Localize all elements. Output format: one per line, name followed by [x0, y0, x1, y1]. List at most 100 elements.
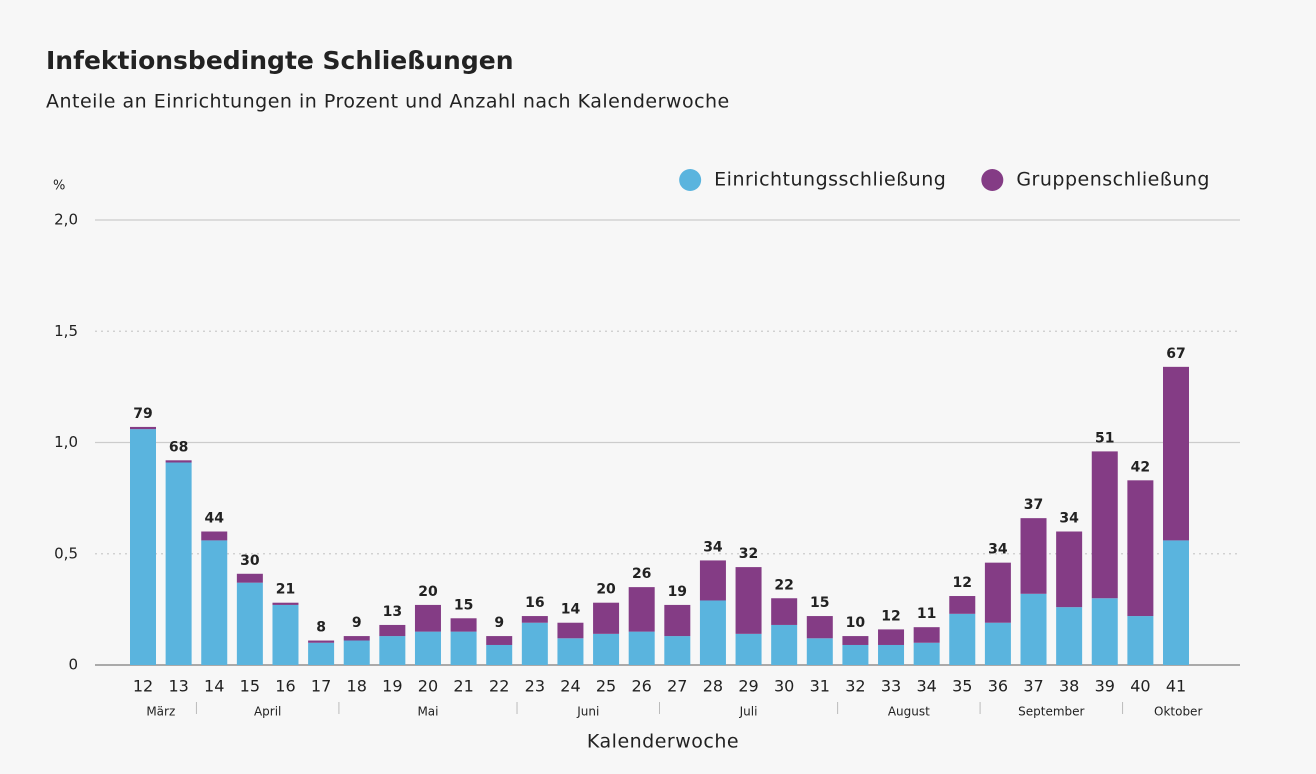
- count-label: 10: [846, 615, 866, 631]
- month-label: März: [146, 705, 175, 719]
- count-label: 9: [352, 615, 362, 631]
- count-label: 51: [1095, 430, 1114, 446]
- bar-segment: [486, 636, 513, 645]
- x-tick-label: 28: [703, 677, 723, 696]
- bar-segment: [272, 604, 299, 665]
- bar-segment: [771, 624, 798, 665]
- x-tick-label: 26: [632, 677, 652, 696]
- bar-segment: [735, 567, 762, 634]
- x-tick-label: 15: [240, 677, 260, 696]
- x-tick-label: 37: [1023, 677, 1043, 696]
- count-label: 42: [1131, 459, 1150, 475]
- bar-segment: [1163, 366, 1189, 541]
- bar-segment: [343, 636, 370, 641]
- count-label: 34: [1059, 511, 1079, 527]
- bar-segment: [699, 560, 726, 601]
- bar-segment: [984, 622, 1011, 665]
- count-label: 26: [632, 566, 651, 582]
- bar-segment: [557, 638, 584, 665]
- bar-segment: [878, 629, 905, 645]
- x-tick-label: 21: [453, 677, 473, 696]
- y-tick-label: 2,0: [54, 211, 78, 229]
- month-label: Oktober: [1154, 705, 1202, 719]
- count-label: 30: [240, 553, 260, 569]
- count-label: 68: [169, 439, 188, 455]
- chart-title: Infektionsbedingte Schließungen: [46, 46, 514, 75]
- bar-segment: [1127, 616, 1154, 665]
- bar-segment: [735, 633, 762, 665]
- bar-segment: [664, 636, 691, 665]
- bar-segment: [628, 587, 655, 632]
- count-label: 16: [525, 595, 544, 611]
- month-label: Juni: [576, 705, 599, 719]
- bar-segment: [450, 631, 477, 665]
- count-label: 9: [494, 615, 504, 631]
- count-label: 34: [703, 539, 723, 555]
- bar-segment: [272, 602, 299, 605]
- legend-marker: [679, 169, 702, 191]
- count-label: 20: [418, 584, 438, 600]
- bar-segment: [1091, 451, 1118, 599]
- x-tick-label: 14: [204, 677, 224, 696]
- bar-segment: [308, 640, 335, 643]
- bar-segment: [165, 462, 192, 665]
- count-label: 12: [881, 608, 900, 624]
- bar-segment: [593, 633, 620, 665]
- bar-segment: [913, 642, 940, 665]
- x-tick-label: 18: [347, 677, 367, 696]
- bar-segment: [1020, 518, 1047, 594]
- x-tick-label: 17: [311, 677, 331, 696]
- bar-segment: [1056, 531, 1083, 608]
- bar-segment: [842, 644, 869, 665]
- bar-segment: [201, 540, 228, 665]
- legend-label: Einrichtungsschließung: [714, 169, 946, 191]
- bar-segment: [806, 638, 833, 665]
- x-tick-label: 13: [168, 677, 188, 696]
- bar-segment: [984, 562, 1011, 623]
- bar-segment: [165, 460, 192, 463]
- x-tick-label: 24: [560, 677, 580, 696]
- month-label: August: [888, 705, 930, 719]
- count-label: 44: [204, 511, 224, 527]
- bar-segment: [521, 616, 548, 623]
- bar-segment: [1127, 480, 1154, 617]
- bar-segment: [949, 596, 976, 614]
- count-label: 12: [953, 575, 972, 591]
- x-tick-label: 20: [418, 677, 438, 696]
- bar-segment: [806, 616, 833, 639]
- x-tick-label: 16: [275, 677, 295, 696]
- bar-segment: [1056, 607, 1083, 665]
- month-label: September: [1018, 705, 1084, 719]
- count-label: 32: [739, 546, 758, 562]
- bar-segment: [521, 622, 548, 665]
- bar-segment: [557, 622, 584, 639]
- count-label: 15: [810, 595, 829, 611]
- bar-segment: [308, 642, 335, 665]
- x-tick-label: 36: [988, 677, 1008, 696]
- chart-subtitle: Anteile an Einrichtungen in Prozent und …: [46, 91, 730, 113]
- bar-segment: [236, 582, 263, 665]
- month-label: Mai: [417, 705, 438, 719]
- bar-segment: [414, 631, 441, 665]
- bar-segment: [414, 604, 441, 632]
- legend-marker: [981, 169, 1004, 191]
- y-tick-label: 0: [68, 656, 78, 674]
- bar-segment: [699, 600, 726, 665]
- count-label: 79: [133, 406, 152, 422]
- bar-segment: [379, 636, 406, 665]
- bar-segment: [201, 531, 228, 541]
- x-tick-label: 33: [881, 677, 901, 696]
- x-tick-label: 39: [1095, 677, 1115, 696]
- x-tick-label: 41: [1166, 677, 1186, 696]
- month-label: April: [254, 705, 281, 719]
- bar-segment: [913, 627, 940, 643]
- bar-segment: [379, 624, 406, 637]
- bar-segment: [450, 618, 477, 632]
- x-tick-label: 35: [952, 677, 972, 696]
- count-label: 34: [988, 542, 1008, 558]
- x-tick-label: 29: [738, 677, 758, 696]
- bar-segment: [842, 636, 869, 645]
- x-tick-label: 27: [667, 677, 687, 696]
